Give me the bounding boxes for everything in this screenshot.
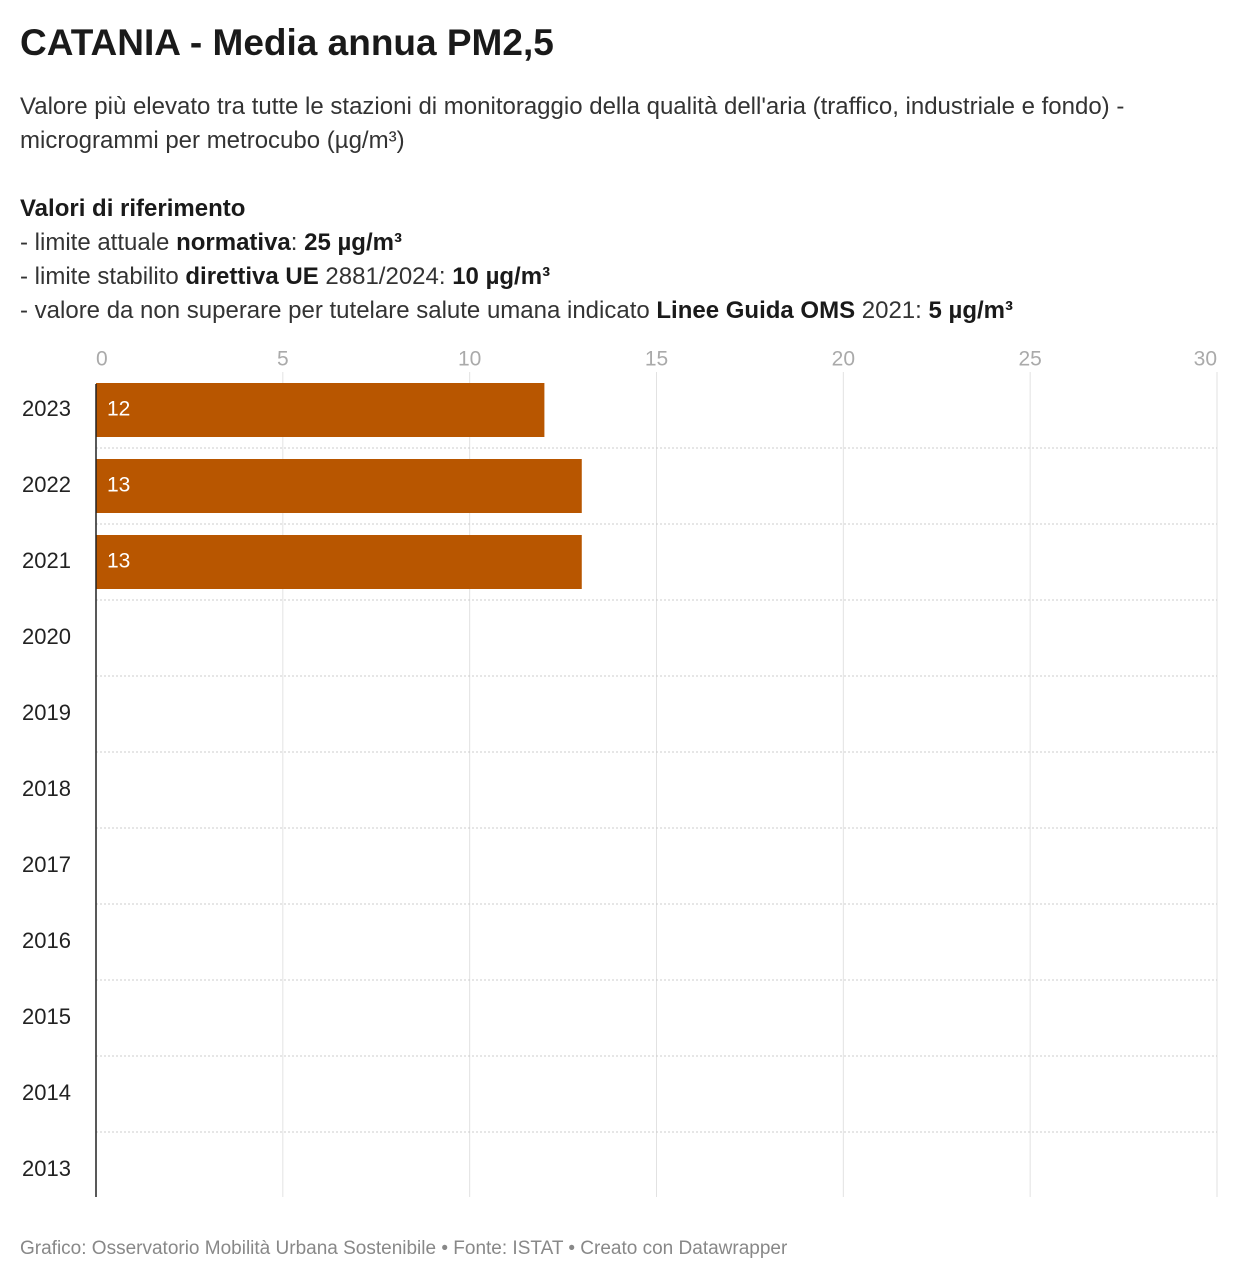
note-segment: normativa (176, 229, 291, 256)
note-line: - limite attuale normativa: 25 µg/m³ (20, 226, 1013, 260)
value-label: 12 (107, 398, 130, 421)
value-label: 13 (107, 474, 130, 497)
note-segment: Linee Guida OMS (656, 297, 856, 324)
notes-heading: Valori di riferimento (20, 195, 246, 222)
y-tick-label: 2016 (22, 928, 71, 953)
note-line: - limite stabilito direttiva UE 2881/202… (20, 260, 1013, 294)
x-tick-label: 20 (832, 348, 855, 371)
value-label: 13 (107, 550, 130, 573)
y-tick-label: 2022 (22, 472, 71, 497)
y-tick-label: 2015 (22, 1004, 71, 1029)
chart-subtitle: Valore più elevato tra tutte le stazioni… (20, 93, 1125, 154)
note-segment: - limite stabilito (20, 263, 186, 290)
bar (96, 383, 545, 437)
footer: Grafico: Osservatorio Mobilità Urbana So… (20, 1238, 788, 1259)
note-segment: 5 µg/m³ (928, 297, 1014, 324)
y-tick-label: 2017 (22, 852, 71, 877)
y-tick-label: 2020 (22, 624, 71, 649)
note-segment: 25 µg/m³ (304, 229, 402, 256)
x-tick-label: 0 (96, 348, 108, 371)
x-tick-label: 30 (1194, 348, 1217, 371)
note-segment: 10 µg/m³ (452, 263, 551, 290)
x-tick-label: 15 (645, 348, 668, 371)
y-tick-label: 2023 (22, 396, 71, 421)
y-tick-label: 2018 (22, 776, 71, 801)
note-segment: direttiva UE (185, 263, 319, 290)
y-tick-label: 2013 (22, 1156, 71, 1181)
y-tick-label: 2019 (22, 700, 71, 725)
bar (96, 535, 582, 589)
y-tick-label: 2014 (22, 1080, 71, 1105)
notes: Valori di riferimento - limite attuale n… (20, 192, 1013, 328)
note-line: - valore da non superare per tutelare sa… (20, 294, 1013, 328)
x-tick-label: 25 (1018, 348, 1041, 371)
x-tick-label: 10 (458, 348, 481, 371)
chart-title: CATANIA - Media annua PM2,5 (20, 22, 554, 63)
note-segment: - limite attuale (20, 229, 177, 256)
note-segment: : (290, 229, 305, 256)
note-segment: 2881/2024: (318, 263, 453, 290)
y-tick-label: 2021 (22, 548, 71, 573)
x-tick-label: 5 (277, 348, 289, 371)
note-segment: - valore da non superare per tutelare sa… (20, 297, 657, 324)
bar (96, 459, 582, 513)
note-segment: 2021: (855, 297, 929, 324)
